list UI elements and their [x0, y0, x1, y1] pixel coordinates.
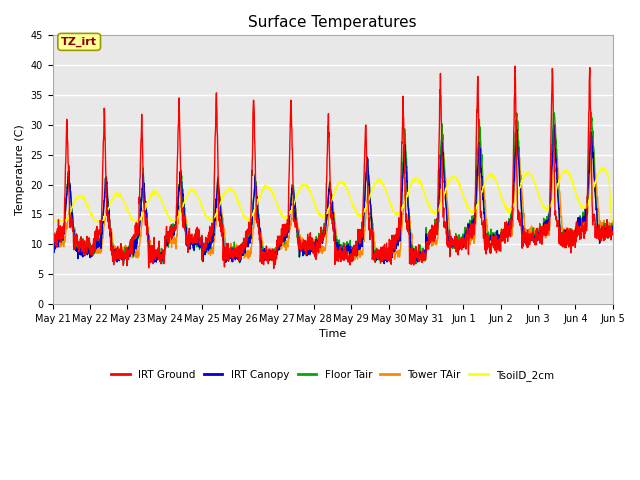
- IRT Ground: [205, 237, 212, 243]
- IRT Ground: [496, 236, 504, 241]
- Floor Tair: [609, 223, 616, 228]
- IRT Ground: [270, 266, 278, 272]
- IRT Canopy: [205, 242, 212, 248]
- Floor Tair: [362, 183, 369, 189]
- TsoilD_2cm: [559, 169, 567, 175]
- Tower TAir: [560, 229, 568, 235]
- Text: TZ_irt: TZ_irt: [61, 37, 97, 47]
- IRT Canopy: [496, 240, 504, 245]
- IRT Canopy: [575, 225, 583, 231]
- IRT Ground: [349, 258, 357, 264]
- IRT Ground: [609, 232, 616, 238]
- Tower TAir: [361, 227, 369, 232]
- Tower TAir: [496, 237, 504, 243]
- Floor Tair: [49, 242, 56, 248]
- Y-axis label: Temperature (C): Temperature (C): [15, 124, 25, 215]
- Tower TAir: [349, 247, 356, 253]
- IRT Canopy: [49, 247, 56, 252]
- Line: IRT Canopy: IRT Canopy: [52, 125, 612, 264]
- Title: Surface Temperatures: Surface Temperatures: [248, 15, 417, 30]
- Tower TAir: [551, 132, 559, 137]
- TsoilD_2cm: [598, 165, 606, 170]
- IRT Canopy: [349, 245, 356, 251]
- IRT Ground: [362, 133, 369, 139]
- Line: Floor Tair: Floor Tair: [52, 113, 612, 264]
- Tower TAir: [380, 257, 387, 263]
- X-axis label: Time: Time: [319, 329, 346, 339]
- Line: TsoilD_2cm: TsoilD_2cm: [52, 168, 612, 220]
- Floor Tair: [496, 241, 504, 247]
- TsoilD_2cm: [609, 217, 616, 223]
- TsoilD_2cm: [575, 197, 582, 203]
- TsoilD_2cm: [361, 206, 369, 212]
- IRT Canopy: [361, 192, 369, 198]
- Floor Tair: [349, 251, 357, 256]
- Legend: IRT Ground, IRT Canopy, Floor Tair, Tower TAir, TsoilD_2cm: IRT Ground, IRT Canopy, Floor Tair, Towe…: [107, 365, 559, 384]
- Tower TAir: [575, 224, 583, 230]
- IRT Canopy: [380, 261, 388, 266]
- Line: Tower TAir: Tower TAir: [52, 134, 612, 260]
- IRT Canopy: [550, 122, 557, 128]
- Floor Tair: [513, 110, 520, 116]
- IRT Ground: [49, 242, 56, 248]
- Tower TAir: [49, 244, 56, 250]
- Tower TAir: [609, 218, 616, 224]
- TsoilD_2cm: [205, 216, 212, 221]
- IRT Ground: [511, 63, 519, 69]
- Line: IRT Ground: IRT Ground: [52, 66, 612, 269]
- Floor Tair: [575, 225, 583, 230]
- TsoilD_2cm: [49, 217, 56, 223]
- TsoilD_2cm: [495, 186, 503, 192]
- Tower TAir: [205, 249, 212, 255]
- TsoilD_2cm: [349, 201, 356, 206]
- IRT Ground: [575, 232, 583, 238]
- Floor Tair: [120, 261, 127, 267]
- Floor Tair: [205, 244, 213, 250]
- IRT Canopy: [609, 223, 616, 229]
- Floor Tair: [560, 237, 568, 242]
- IRT Ground: [560, 228, 568, 234]
- IRT Canopy: [560, 240, 568, 246]
